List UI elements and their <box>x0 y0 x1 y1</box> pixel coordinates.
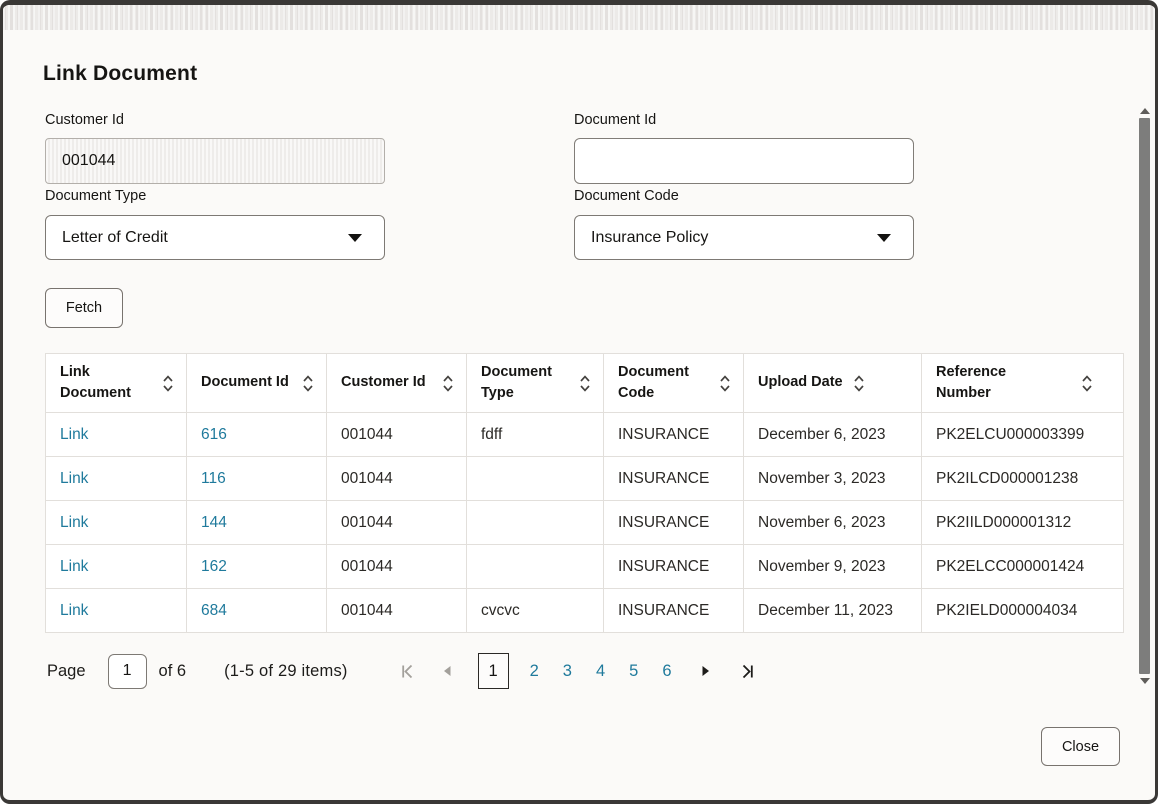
document-type-select[interactable]: Letter of Credit <box>45 215 385 260</box>
previous-page-icon[interactable] <box>441 664 453 678</box>
table-row: Link 162 001044 INSURANCE November 9, 20… <box>45 544 1124 589</box>
reference-number-cell: PK2ILCD000001238 <box>921 456 1124 501</box>
document-type-cell: fdff <box>466 412 604 457</box>
reference-number-cell: PK2ELCU000003399 <box>921 412 1124 457</box>
table-row: Link 144 001044 INSURANCE November 6, 20… <box>45 500 1124 545</box>
page-link-2[interactable]: 2 <box>529 661 539 680</box>
last-page-icon[interactable] <box>739 663 756 680</box>
document-type-cell <box>466 456 604 501</box>
column-header-upload-date[interactable]: Upload Date <box>743 353 922 413</box>
document-type-cell <box>466 544 604 589</box>
document-code-cell: INSURANCE <box>603 588 744 633</box>
column-header-document-code[interactable]: Document Code <box>603 353 744 413</box>
page-number-input[interactable] <box>107 653 147 689</box>
link-document-link[interactable]: Link <box>60 601 89 619</box>
document-code-cell: INSURANCE <box>603 500 744 545</box>
document-code-cell: INSURANCE <box>603 544 744 589</box>
documents-table: Link Document Document Id Customer Id Do… <box>45 353 1124 633</box>
column-header-link-document[interactable]: Link Document <box>45 353 187 413</box>
document-type-label: Document Type <box>45 188 147 204</box>
background-texture-strip <box>3 5 1155 30</box>
customer-id-field[interactable]: 001044 <box>45 138 385 184</box>
table-row: Link 116 001044 INSURANCE November 3, 20… <box>45 456 1124 501</box>
chevron-down-icon <box>877 233 891 242</box>
document-code-cell: INSURANCE <box>603 456 744 501</box>
sort-icon[interactable] <box>579 374 595 393</box>
upload-date-cell: November 6, 2023 <box>743 500 922 545</box>
column-header-document-type[interactable]: Document Type <box>466 353 604 413</box>
table-header-row: Link Document Document Id Customer Id Do… <box>45 353 1124 413</box>
document-code-selected-value: Insurance Policy <box>591 228 709 246</box>
link-document-link[interactable]: Link <box>60 469 89 487</box>
upload-date-cell: December 6, 2023 <box>743 412 922 457</box>
vertical-scrollbar[interactable] <box>1136 108 1153 712</box>
document-id-label: Document Id <box>574 112 657 128</box>
upload-date-cell: November 3, 2023 <box>743 456 922 501</box>
pager-controls: 1 2 3 4 5 6 <box>390 653 765 689</box>
scrollbar-thumb[interactable] <box>1139 118 1150 674</box>
document-code-label: Document Code <box>574 188 679 204</box>
current-page-indicator[interactable]: 1 <box>477 653 509 689</box>
page-link-6[interactable]: 6 <box>662 661 672 680</box>
document-code-cell: INSURANCE <box>603 412 744 457</box>
document-id-link[interactable]: 162 <box>201 557 227 575</box>
document-id-link[interactable]: 616 <box>201 425 227 443</box>
customer-id-cell: 001044 <box>326 456 467 501</box>
sort-icon[interactable] <box>162 374 178 393</box>
link-document-link[interactable]: Link <box>60 425 89 443</box>
fetch-button[interactable]: Fetch <box>45 288 123 328</box>
upload-date-cell: November 9, 2023 <box>743 544 922 589</box>
page-label: Page <box>47 661 86 680</box>
customer-id-value: 001044 <box>62 152 116 169</box>
table-row: Link 616 001044 fdff INSURANCE December … <box>45 412 1124 457</box>
link-document-link[interactable]: Link <box>60 513 89 531</box>
sort-icon[interactable] <box>719 374 735 393</box>
sort-icon[interactable] <box>442 374 458 393</box>
document-id-link[interactable]: 144 <box>201 513 227 531</box>
page-total-label: of 6 <box>158 661 187 680</box>
scroll-up-icon[interactable] <box>1139 108 1150 114</box>
document-type-selected-value: Letter of Credit <box>62 228 168 246</box>
reference-number-cell: PK2IELD000004034 <box>921 588 1124 633</box>
upload-date-cell: December 11, 2023 <box>743 588 922 633</box>
page-link-3[interactable]: 3 <box>562 661 572 680</box>
customer-id-label: Customer Id <box>45 112 124 128</box>
next-page-icon[interactable] <box>700 664 712 678</box>
document-code-select[interactable]: Insurance Policy <box>574 215 914 260</box>
sort-icon[interactable] <box>1081 374 1097 393</box>
customer-id-cell: 001044 <box>326 412 467 457</box>
table-row: Link 684 001044 cvcvc INSURANCE December… <box>45 588 1124 633</box>
document-type-cell: cvcvc <box>466 588 604 633</box>
column-header-reference-number[interactable]: Reference Number <box>921 353 1124 413</box>
reference-number-cell: PK2IILD000001312 <box>921 500 1124 545</box>
chevron-down-icon <box>348 233 362 242</box>
document-id-link[interactable]: 684 <box>201 601 227 619</box>
first-page-icon[interactable] <box>399 663 416 680</box>
customer-id-cell: 001044 <box>326 500 467 545</box>
page-link-4[interactable]: 4 <box>595 661 606 680</box>
reference-number-cell: PK2ELCC000001424 <box>921 544 1124 589</box>
items-range-label: (1-5 of 29 items) <box>224 661 348 680</box>
sort-icon[interactable] <box>302 374 318 393</box>
link-document-link[interactable]: Link <box>60 557 89 575</box>
document-type-cell <box>466 500 604 545</box>
page-title: Link Document <box>43 62 198 85</box>
close-button[interactable]: Close <box>1041 727 1120 766</box>
document-id-link[interactable]: 116 <box>201 469 226 487</box>
customer-id-cell: 001044 <box>326 544 467 589</box>
column-header-document-id[interactable]: Document Id <box>186 353 327 413</box>
sort-icon[interactable] <box>853 374 869 393</box>
document-id-field[interactable] <box>574 138 914 184</box>
page-link-5[interactable]: 5 <box>629 661 639 680</box>
customer-id-cell: 001044 <box>326 588 467 633</box>
pagination-bar: Page of 6 (1-5 of 29 items) 1 2 3 4 5 6 <box>47 651 765 691</box>
column-header-customer-id[interactable]: Customer Id <box>326 353 467 413</box>
scroll-down-icon[interactable] <box>1139 678 1150 684</box>
